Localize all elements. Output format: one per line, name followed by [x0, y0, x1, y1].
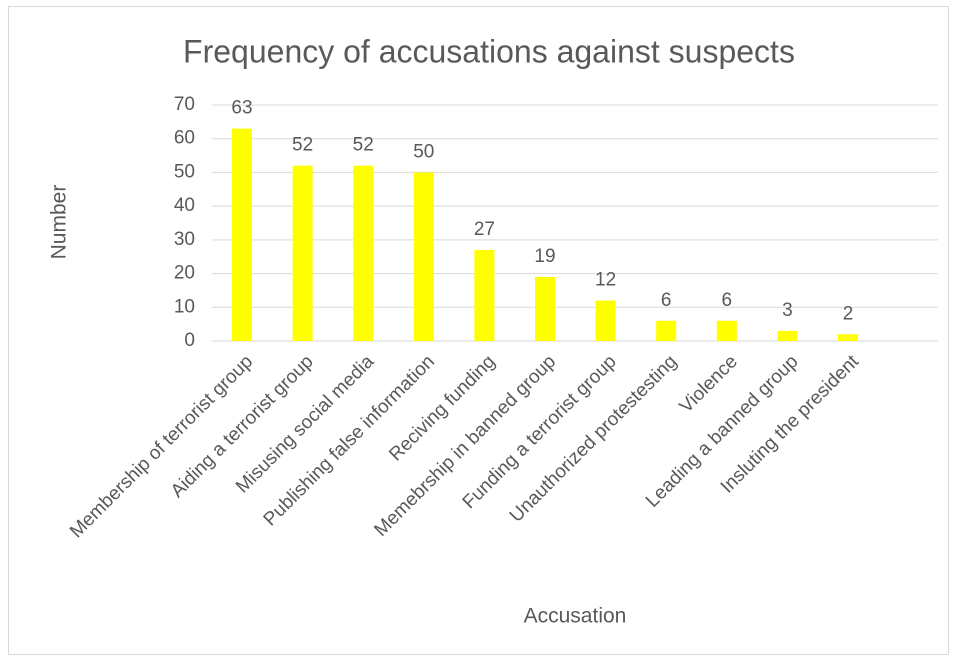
bar — [838, 334, 858, 341]
bar — [656, 320, 677, 341]
data-label: 2 — [843, 303, 854, 324]
bar — [595, 300, 616, 341]
bar — [292, 165, 313, 341]
x-axis-title: Accusation — [524, 605, 627, 628]
y-tick-label: 70 — [174, 94, 195, 115]
y-axis-title: Number — [48, 185, 71, 260]
bar — [777, 330, 798, 341]
y-tick-label: 60 — [174, 128, 195, 149]
data-label: 6 — [661, 290, 672, 311]
data-label: 6 — [722, 290, 733, 311]
data-label: 52 — [353, 135, 374, 156]
y-tick-label: 40 — [174, 195, 195, 216]
bar — [413, 172, 434, 341]
data-label: 12 — [595, 270, 616, 291]
bar — [535, 276, 555, 341]
y-tick-label: 10 — [174, 296, 195, 317]
bar — [353, 165, 374, 341]
data-label: 27 — [474, 219, 495, 240]
y-tick-label: 50 — [174, 161, 195, 182]
y-tick-label: 0 — [184, 330, 195, 351]
chart-title: Frequency of accusations against suspect… — [183, 33, 795, 69]
data-label: 3 — [782, 300, 793, 321]
y-tick-label: 30 — [174, 229, 195, 250]
bar — [716, 320, 737, 341]
y-tick-label: 20 — [174, 263, 195, 284]
bar — [474, 249, 495, 341]
data-label: 63 — [231, 98, 252, 119]
data-label: 19 — [534, 246, 555, 267]
data-label: 52 — [292, 135, 313, 156]
bar — [232, 128, 252, 341]
data-label: 50 — [413, 141, 434, 162]
